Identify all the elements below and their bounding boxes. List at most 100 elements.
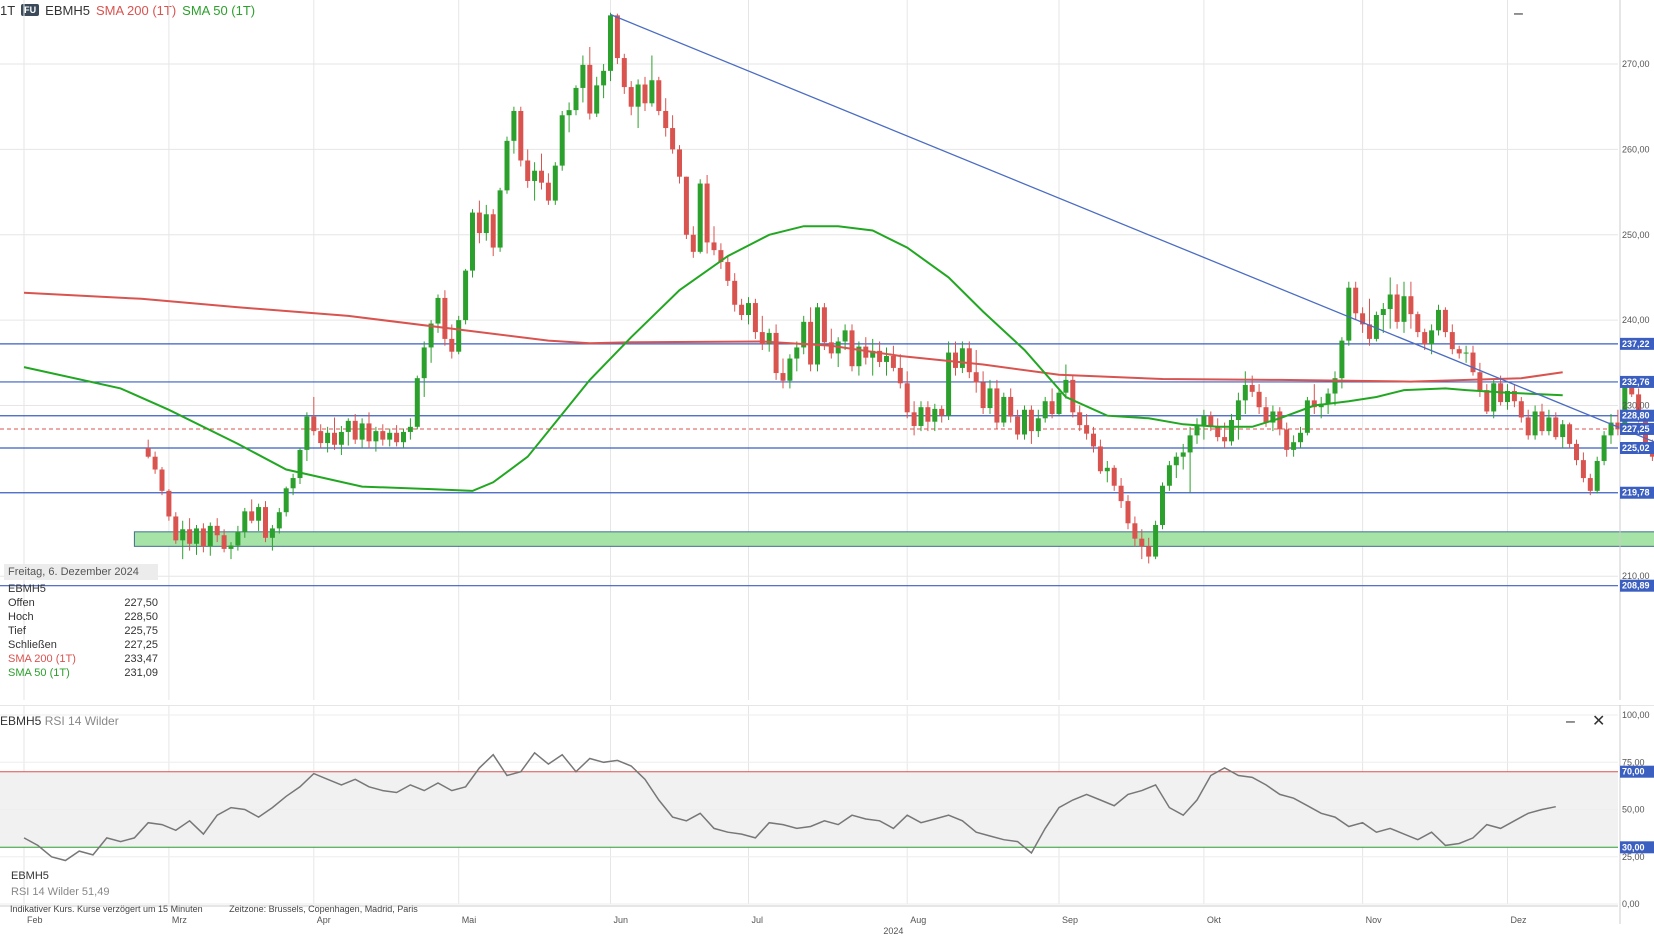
- candle-body: [1332, 378, 1338, 394]
- candle-body: [897, 367, 903, 384]
- candle-body: [1580, 460, 1586, 479]
- candle: [263, 501, 268, 543]
- candle: [1028, 405, 1034, 444]
- candle: [276, 507, 282, 534]
- candle-body: [904, 383, 910, 413]
- candle-body: [746, 303, 751, 315]
- candle-body: [1436, 309, 1441, 331]
- candle: [1608, 414, 1614, 444]
- candle: [1518, 396, 1524, 423]
- candle: [594, 76, 600, 117]
- month-label: Okt: [1207, 915, 1222, 925]
- candle: [1077, 405, 1083, 432]
- candle-body: [1449, 332, 1455, 350]
- rsi-line: [23, 751, 1556, 862]
- symbol-label[interactable]: EBMH5: [45, 2, 90, 18]
- close-rsi-icon[interactable]: ✕: [1592, 713, 1606, 730]
- candle-body: [808, 321, 814, 365]
- candle-body: [276, 512, 282, 529]
- candle: [490, 209, 496, 257]
- minimize-rsi-icon[interactable]: –: [1566, 713, 1575, 730]
- candle-body: [966, 348, 972, 373]
- candle-body: [242, 511, 248, 532]
- candle: [932, 403, 938, 432]
- candle: [1553, 412, 1559, 440]
- minimize-main-icon[interactable]: –: [1514, 5, 1523, 22]
- candle-body: [207, 525, 213, 547]
- candle-body: [221, 535, 227, 549]
- candle: [746, 297, 751, 325]
- candle-body: [1222, 437, 1228, 442]
- candle: [283, 486, 289, 517]
- candle: [621, 53, 627, 94]
- candle: [318, 424, 324, 449]
- candle-body: [387, 432, 393, 440]
- info-value: 227,25: [124, 639, 158, 651]
- candle-body: [1028, 409, 1034, 432]
- candle: [407, 418, 413, 440]
- candle-body: [1091, 433, 1096, 447]
- candle-body: [421, 347, 427, 379]
- info-box: Freitag, 6. Dezember 2024 EBMH5 Offen 227…: [4, 564, 158, 680]
- sma50-legend[interactable]: SMA 50 (1T): [182, 2, 256, 18]
- candle-body: [794, 347, 800, 359]
- candle-body: [290, 478, 296, 489]
- candle: [711, 226, 717, 256]
- candle-body: [1629, 385, 1635, 395]
- candle: [1574, 439, 1579, 466]
- candle-body: [318, 431, 324, 444]
- candle: [159, 466, 165, 496]
- candle: [1525, 409, 1531, 440]
- rsi-chart[interactable]: 100,00 75,00 50,00 25,00 0,00 70,00 30,00 Feb Mr…: [0, 705, 1654, 935]
- candle-body: [566, 110, 572, 116]
- candle: [1022, 405, 1027, 440]
- candle-body: [456, 320, 462, 352]
- candle: [1387, 277, 1393, 329]
- futures-badge: FU: [21, 4, 40, 16]
- candle: [1505, 384, 1510, 410]
- candle-body: [1229, 420, 1234, 442]
- price-tick-label: 210,00: [1622, 571, 1650, 581]
- candle-body: [476, 212, 482, 234]
- candle: [180, 520, 186, 560]
- candle: [925, 401, 931, 432]
- level-label: 208,89: [1622, 581, 1650, 591]
- candle: [1380, 303, 1386, 333]
- candle: [476, 200, 482, 244]
- candle: [539, 153, 544, 190]
- info-date: Freitag, 6. Dezember 2024: [4, 564, 158, 580]
- candle-body: [663, 110, 669, 129]
- year-label: 2024: [883, 926, 903, 935]
- price-tick-label: 260,00: [1622, 144, 1650, 154]
- candle: [1187, 426, 1193, 493]
- candle-body: [1015, 416, 1021, 435]
- candle: [1008, 388, 1014, 423]
- candle-body: [987, 388, 993, 409]
- candle-body: [1636, 394, 1642, 416]
- candle: [1166, 460, 1172, 491]
- price-chart[interactable]: 270,00 260,00 250,00 240,00 230,00 210,00 237,…: [0, 0, 1654, 700]
- candle-body: [587, 64, 593, 114]
- candle: [207, 522, 213, 556]
- candle-body: [1456, 349, 1462, 354]
- candle-body: [483, 214, 489, 234]
- candle: [1160, 482, 1165, 530]
- candle: [1304, 396, 1310, 436]
- timeframe-label[interactable]: 1T: [0, 2, 16, 18]
- candle: [428, 320, 434, 363]
- candle-body: [1070, 379, 1076, 413]
- candle: [325, 426, 331, 453]
- candle-body: [1608, 422, 1614, 436]
- sma200-legend[interactable]: SMA 200 (1T): [95, 2, 177, 18]
- candle-body: [1180, 452, 1186, 457]
- rsi-legend: EBMH5 RSI 14 Wilder 51,49: [11, 868, 109, 900]
- candle: [794, 341, 800, 372]
- candle-body: [1160, 485, 1165, 525]
- candle-body: [1201, 415, 1207, 426]
- candle-body: [718, 250, 724, 263]
- candle-body: [973, 372, 979, 383]
- candle-body: [1401, 296, 1407, 322]
- candle: [1373, 311, 1379, 342]
- candle-body: [1505, 390, 1510, 403]
- candle-body: [145, 448, 151, 457]
